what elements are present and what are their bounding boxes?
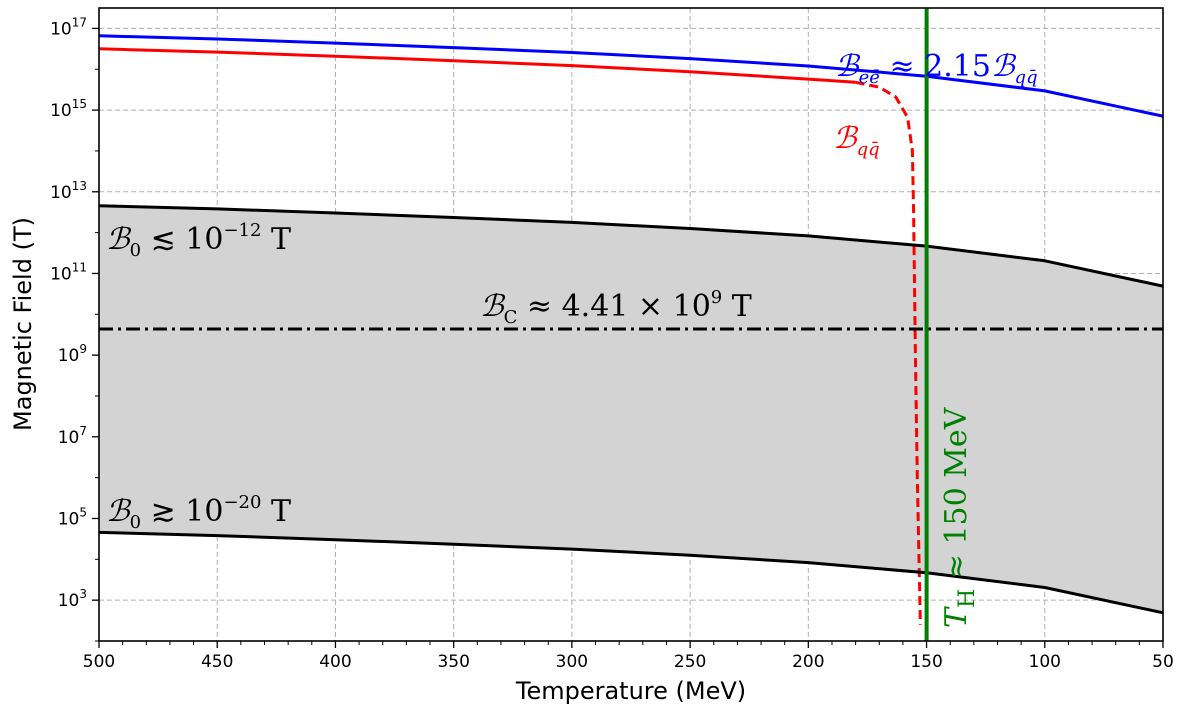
y-tick-label: 1013 <box>50 179 87 203</box>
series-b-ee <box>99 34 1163 118</box>
x-tick-label: 500 <box>83 652 115 672</box>
x-axis-ticks: 500 450 400 350 300 250 200 150 100 50 <box>83 641 1174 672</box>
y-tick-label: 107 <box>58 424 87 448</box>
x-tick-label: 150 <box>910 652 942 672</box>
x-tick-label: 350 <box>437 652 469 672</box>
y-tick-label: 105 <box>58 505 87 529</box>
annotation-bc: ℬC ≈ 4.41 × 109 T <box>480 287 752 328</box>
series-lines <box>99 8 1163 641</box>
x-tick-label: 450 <box>201 652 233 672</box>
series-b0-upper <box>99 204 1163 288</box>
band-fill <box>99 205 1163 613</box>
series-b-qq-transition <box>855 80 922 625</box>
x-axis-label: Temperature (MeV) <box>515 677 746 705</box>
y-axis-ticks: 103 105 107 109 1011 1013 1015 1017 <box>50 15 99 642</box>
series-b-qq <box>99 47 856 84</box>
y-tick-label: 1015 <box>50 97 87 121</box>
x-tick-label: 200 <box>792 652 824 672</box>
annotation-th: TH ≈ 150 MeV <box>939 406 980 628</box>
series-b0-lower <box>99 530 1163 615</box>
shaded-band <box>99 205 1163 613</box>
y-tick-label: 1017 <box>50 15 87 39</box>
y-tick-label: 1011 <box>50 260 87 284</box>
x-tick-label: 400 <box>319 652 351 672</box>
y-tick-label: 109 <box>58 342 87 366</box>
x-tick-label: 300 <box>556 652 588 672</box>
x-tick-label: 50 <box>1152 652 1174 672</box>
y-tick-label: 103 <box>58 587 87 611</box>
x-tick-label: 100 <box>1029 652 1061 672</box>
y-axis-label: Magnetic Field (T) <box>9 217 37 431</box>
plot-frame <box>98 7 1164 642</box>
x-tick-label: 250 <box>674 652 706 672</box>
